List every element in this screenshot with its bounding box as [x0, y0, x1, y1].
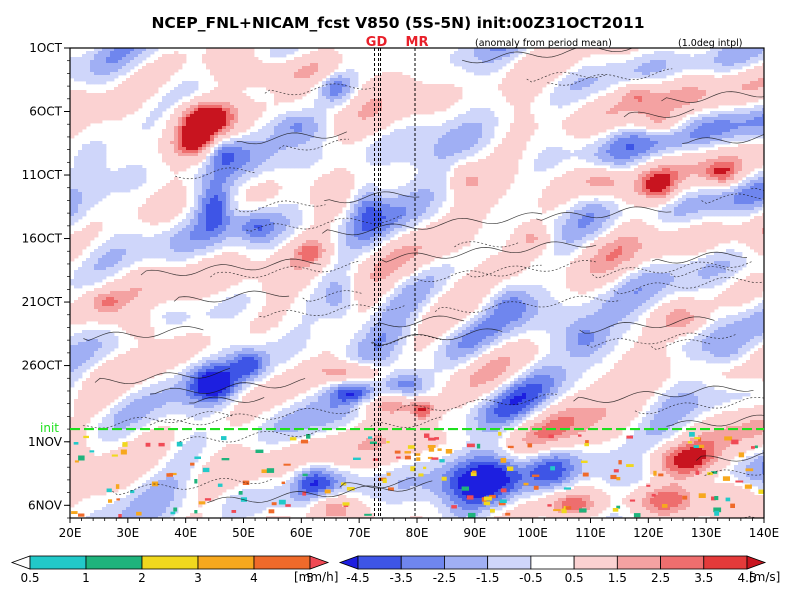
x-tick-label: 50E [232, 526, 255, 540]
colorbar-segment [142, 556, 198, 569]
chart-title: NCEP_FNL+NICAM_fcst V850 (5S-5N) init:00… [151, 14, 644, 32]
y-tick-label: 1OCT [29, 41, 62, 55]
x-tick-label: 80E [406, 526, 429, 540]
colorbar-tick-label: -4.5 [346, 571, 369, 585]
x-axis: 20E 30E 40E 50E 60E 70E 80E 90E 100E 110E 120E 130E… [59, 518, 780, 540]
colorbar-tick-label: 1.5 [608, 571, 627, 585]
y-tick-label: 6NOV [28, 498, 63, 512]
colorbar-tick-label: 2 [138, 571, 146, 585]
x-tick-label: 110E [575, 526, 606, 540]
colorbar-segment [661, 556, 704, 569]
colorbar-segment [444, 556, 487, 569]
colorbar-segment [310, 556, 328, 569]
x-tick-label: 90E [463, 526, 486, 540]
x-tick-label: 40E [174, 526, 197, 540]
y-tick-label: 1NOV [28, 435, 63, 449]
colorbar-tick-label: 0.5 [565, 571, 584, 585]
y-tick-label: 26OCT [22, 359, 63, 373]
chart-subtitle-right: (1.0deg intpl) [678, 38, 743, 49]
y-tick-label: 21OCT [22, 295, 63, 309]
x-tick-label: 130E [691, 526, 722, 540]
colorbar-segment [254, 556, 310, 569]
colorbar-segment [617, 556, 660, 569]
colorbar-segment [30, 556, 86, 569]
colorbar-segment [86, 556, 142, 569]
x-tick-label: 30E [116, 526, 139, 540]
colorbar-tick-label: 0.5 [20, 571, 39, 585]
chart-subtitle-left: (anomaly from period mean) [475, 38, 612, 49]
marker-label-mr: MR [406, 35, 429, 50]
x-tick-label: 120E [633, 526, 664, 540]
colorbar-tick-label: -0.5 [519, 571, 542, 585]
colorbar-tick-label: 3 [194, 571, 202, 585]
colorbar-segment [531, 556, 574, 569]
colorbar-tick-label: -1.5 [476, 571, 499, 585]
colorbar-tick-label: 4 [250, 571, 258, 585]
precip-colorbar-unit: [mm/h] [294, 570, 338, 584]
x-tick-label: 70E [348, 526, 371, 540]
x-tick-label: 140E [749, 526, 780, 540]
colorbar-tick-label: -2.5 [433, 571, 456, 585]
x-tick-label: 20E [59, 526, 82, 540]
colorbar-tick-label: 2.5 [651, 571, 670, 585]
colorbar-segment [747, 556, 765, 569]
colorbar-segment [12, 556, 30, 569]
colorbar-tick-label: 3.5 [694, 571, 713, 585]
x-tick-label: 60E [290, 526, 313, 540]
colorbar-segment [704, 556, 747, 569]
colorbar-tick-label: 1 [82, 571, 90, 585]
colorbar-segment [358, 556, 401, 569]
colorbar-segment [488, 556, 531, 569]
wind-colorbar-unit: [m/s] [749, 570, 780, 584]
y-tick-label: 6OCT [29, 105, 62, 119]
marker-label-gd: GD [366, 35, 388, 50]
colorbar-segment [401, 556, 444, 569]
y-tick-label: 16OCT [22, 232, 63, 246]
colorbar-segment [340, 556, 358, 569]
colorbar-tick-label: -3.5 [390, 571, 413, 585]
colorbar-segment [574, 556, 617, 569]
colorbar-segment [198, 556, 254, 569]
y-axis: 1OCT 6OCT 11OCT 16OCT 21OCT 26OCT 1NOV 6NOV [22, 41, 70, 518]
x-tick-label: 100E [517, 526, 548, 540]
plot-area [70, 41, 800, 520]
init-label: init [40, 421, 59, 435]
y-tick-label: 11OCT [22, 168, 63, 182]
